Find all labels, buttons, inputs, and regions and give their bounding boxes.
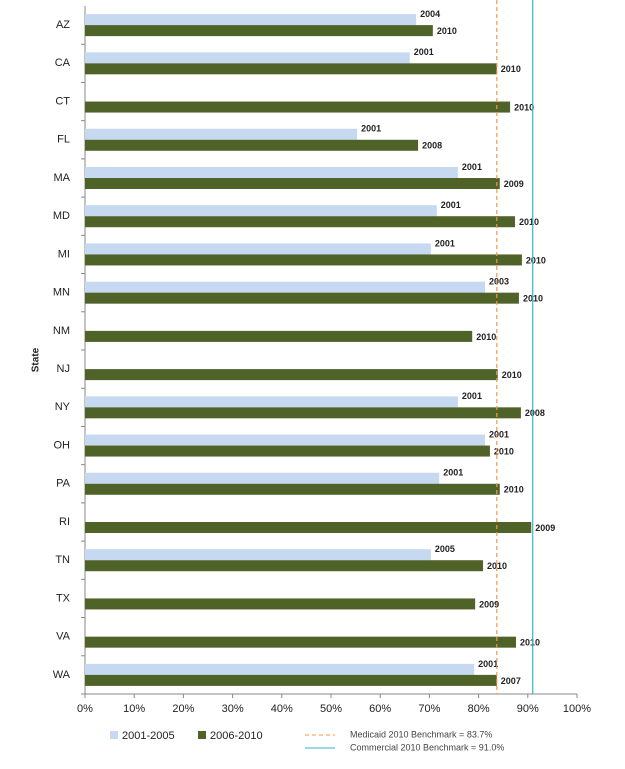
year-label: 2010 (494, 446, 514, 456)
y-tick-label: RI (59, 516, 70, 528)
bar (85, 445, 490, 457)
bar (85, 560, 484, 572)
bar (85, 369, 498, 381)
y-tick-label: CT (55, 95, 70, 107)
bar (85, 52, 410, 64)
y-tick-label: CA (55, 57, 71, 69)
y-tick-label: MI (58, 248, 70, 260)
year-label: 2009 (479, 599, 499, 609)
bar (85, 167, 458, 178)
y-tick-label: AZ (56, 19, 70, 31)
x-tick-label: 90% (517, 703, 539, 715)
bar (85, 472, 440, 484)
legend-label: Commercial 2010 Benchmark = 91.0% (350, 742, 504, 752)
y-tick-label: TX (56, 592, 71, 604)
year-label: 2010 (437, 26, 457, 36)
bar (85, 330, 473, 342)
year-label: 2010 (514, 102, 534, 112)
bar (85, 396, 458, 408)
y-tick-label: MD (53, 210, 70, 222)
bar (85, 407, 521, 419)
bar (85, 254, 522, 266)
y-tick-label: PA (56, 478, 71, 490)
year-label: 2001 (462, 162, 482, 172)
bar (85, 281, 485, 293)
bar (85, 63, 497, 75)
y-tick-label: NY (55, 401, 71, 413)
year-label: 2009 (504, 179, 524, 189)
year-label: 2007 (501, 676, 521, 686)
bar (85, 14, 417, 26)
bar (85, 549, 431, 561)
year-label: 2001 (443, 468, 463, 478)
year-label: 2008 (422, 141, 442, 151)
year-label: 2001 (441, 200, 461, 210)
x-tick-label: 0% (77, 703, 93, 715)
x-tick-label: 100% (563, 703, 591, 715)
legend-swatch (198, 731, 206, 739)
bar (85, 101, 511, 113)
y-axis-label: State (31, 347, 42, 372)
bar (85, 205, 437, 217)
year-label: 2010 (501, 64, 521, 74)
y-tick-label: NM (53, 325, 70, 337)
year-label: 2010 (487, 561, 507, 571)
year-label: 2001 (462, 391, 482, 401)
bar (85, 598, 476, 610)
bar (85, 139, 419, 151)
year-label: 2001 (414, 47, 434, 57)
bar (85, 636, 516, 648)
year-label: 2008 (525, 408, 545, 418)
bar (85, 483, 500, 495)
year-label: 2001 (489, 429, 509, 439)
year-label: 2010 (476, 332, 496, 342)
y-tick-label: TN (55, 554, 70, 566)
year-label: 2010 (502, 370, 522, 380)
year-label: 2001 (478, 659, 498, 669)
bar (85, 522, 532, 533)
bar (85, 25, 433, 37)
legend-label: 2006-2010 (210, 730, 263, 742)
year-label: 2003 (489, 277, 509, 287)
legend-swatch (110, 731, 118, 739)
x-tick-label: 30% (222, 703, 244, 715)
y-tick-label: NJ (57, 363, 70, 375)
bar (85, 434, 485, 446)
x-tick-label: 40% (271, 703, 293, 715)
y-tick-label: MA (54, 172, 71, 184)
year-label: 2005 (435, 544, 455, 554)
year-label: 2009 (535, 523, 555, 533)
x-tick-label: 60% (369, 703, 391, 715)
bar (85, 178, 500, 189)
x-tick-label: 80% (468, 703, 490, 715)
year-label: 2010 (520, 638, 540, 648)
year-label: 2010 (519, 217, 539, 227)
bar (85, 128, 358, 140)
bar (85, 216, 516, 228)
y-tick-label: MN (53, 287, 70, 299)
year-label: 2010 (526, 255, 546, 265)
y-tick-label: OH (54, 439, 71, 451)
bar (85, 674, 497, 686)
year-label: 2001 (435, 238, 455, 248)
x-tick-label: 10% (123, 703, 145, 715)
legend-label: 2001-2005 (122, 730, 175, 742)
x-tick-label: 50% (320, 703, 342, 715)
year-label: 2001 (361, 124, 381, 134)
x-tick-label: 70% (418, 703, 440, 715)
y-tick-label: FL (57, 134, 70, 146)
bar (85, 243, 431, 255)
x-tick-label: 20% (172, 703, 194, 715)
y-tick-label: WA (53, 669, 71, 681)
legend-label: Medicaid 2010 Benchmark = 83.7% (350, 729, 492, 739)
bar (85, 663, 475, 675)
year-label: 2004 (420, 9, 440, 19)
y-tick-label: VA (56, 631, 71, 643)
bar (85, 292, 519, 304)
year-label: 2010 (504, 485, 524, 495)
